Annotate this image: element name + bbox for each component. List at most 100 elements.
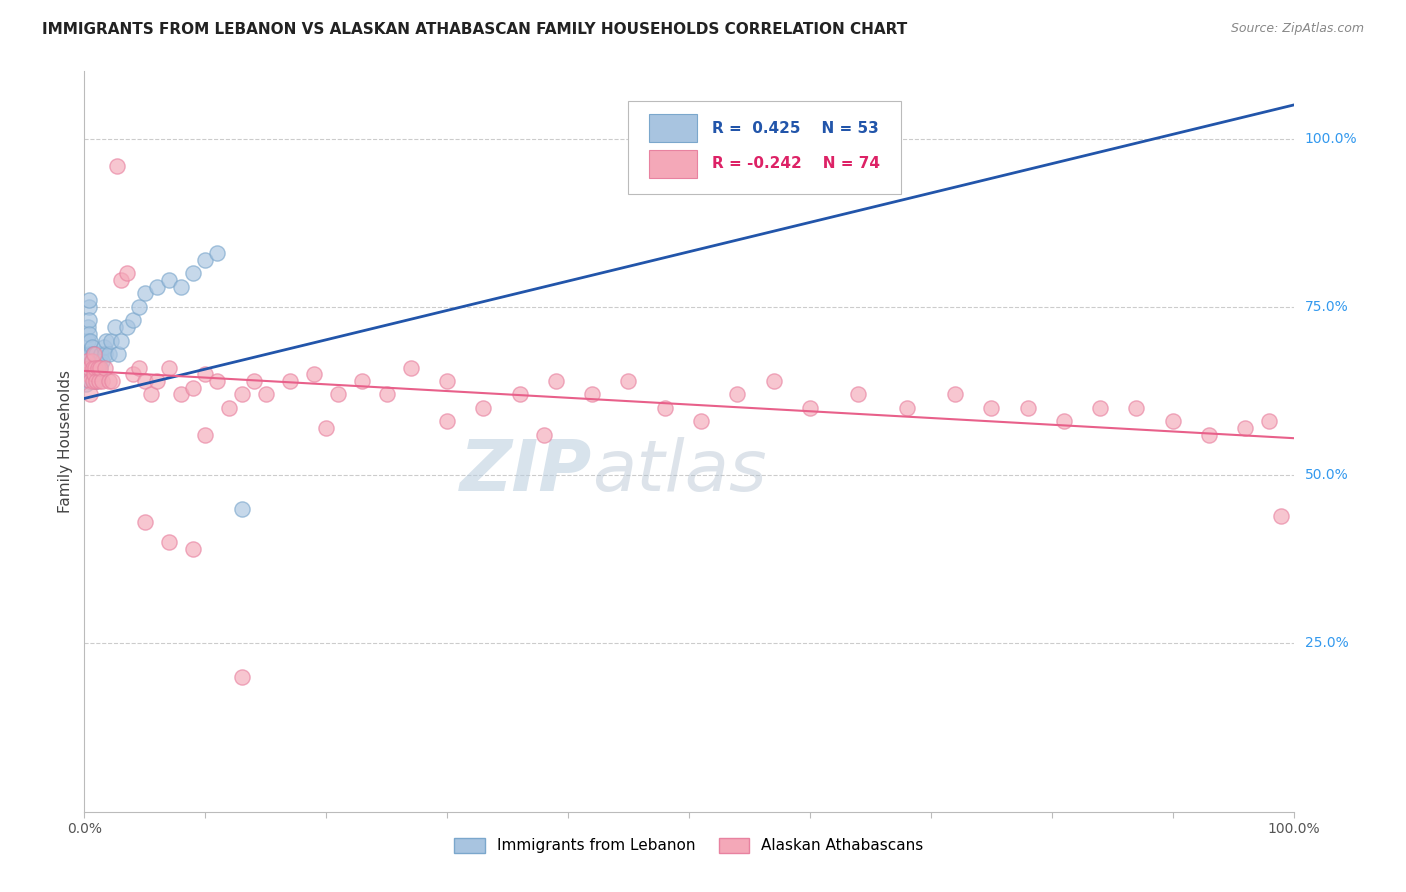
Point: [242, 374, 264, 388]
Point: [121, 313, 143, 327]
Point: [110, 273, 132, 287]
Point: [1017, 401, 1039, 415]
Point: [82, 374, 104, 388]
Point: [194, 427, 217, 442]
Text: ZIP: ZIP: [460, 437, 592, 506]
Point: [533, 427, 555, 442]
Point: [80, 353, 103, 368]
Point: [846, 387, 869, 401]
Point: [617, 374, 640, 388]
Point: [134, 286, 156, 301]
Point: [83, 374, 105, 388]
Point: [84, 360, 107, 375]
Legend: Immigrants from Lebanon, Alaskan Athabascans: Immigrants from Lebanon, Alaskan Athabas…: [449, 831, 929, 860]
Point: [77, 334, 100, 348]
Point: [762, 374, 785, 388]
Point: [93, 340, 115, 354]
Point: [115, 266, 138, 280]
Point: [79, 387, 101, 401]
Point: [375, 387, 398, 401]
Point: [115, 320, 138, 334]
Point: [194, 368, 217, 382]
Point: [90, 347, 112, 361]
Point: [231, 501, 253, 516]
Point: [87, 368, 110, 382]
Text: atlas: atlas: [592, 437, 766, 506]
Point: [87, 374, 110, 388]
Point: [1198, 427, 1220, 442]
Point: [544, 374, 567, 388]
Point: [101, 374, 124, 388]
Point: [94, 347, 117, 361]
Point: [146, 279, 169, 293]
Point: [181, 266, 204, 280]
Point: [89, 360, 111, 375]
Point: [128, 360, 150, 375]
Point: [302, 368, 325, 382]
Point: [77, 293, 100, 308]
Point: [80, 353, 103, 368]
Point: [436, 374, 458, 388]
Point: [79, 360, 101, 375]
Text: IMMIGRANTS FROM LEBANON VS ALASKAN ATHABASCAN FAMILY HOUSEHOLDS CORRELATION CHAR: IMMIGRANTS FROM LEBANON VS ALASKAN ATHAB…: [42, 22, 907, 37]
Point: [77, 320, 100, 334]
Point: [121, 368, 143, 382]
Point: [207, 374, 229, 388]
Point: [77, 368, 100, 382]
Point: [79, 374, 101, 388]
Point: [157, 273, 180, 287]
Point: [89, 360, 111, 375]
Point: [328, 387, 350, 401]
Point: [436, 414, 458, 428]
Point: [1258, 414, 1281, 428]
Point: [104, 320, 127, 334]
Point: [509, 387, 531, 401]
Point: [76, 353, 98, 368]
Point: [134, 374, 156, 388]
Point: [207, 246, 229, 260]
Point: [94, 360, 117, 375]
Point: [83, 347, 105, 361]
Point: [146, 374, 169, 388]
Point: [254, 387, 277, 401]
Point: [194, 252, 217, 267]
Point: [1125, 401, 1147, 415]
Point: [84, 360, 107, 375]
Point: [76, 353, 98, 368]
Point: [100, 334, 122, 348]
Y-axis label: Family Households: Family Households: [58, 370, 73, 513]
Point: [97, 347, 120, 361]
Point: [1088, 401, 1111, 415]
Point: [94, 334, 117, 348]
Text: 50.0%: 50.0%: [1305, 468, 1348, 483]
Point: [77, 313, 100, 327]
Point: [134, 516, 156, 530]
Point: [83, 368, 105, 382]
Point: [86, 360, 108, 375]
Point: [278, 374, 301, 388]
Point: [86, 374, 108, 388]
Point: [79, 334, 101, 348]
Point: [170, 279, 193, 293]
Point: [77, 326, 100, 341]
Point: [86, 360, 108, 375]
Point: [83, 347, 105, 361]
Point: [80, 340, 103, 354]
FancyBboxPatch shape: [650, 150, 697, 178]
Point: [75, 377, 97, 392]
Point: [82, 374, 104, 388]
Point: [105, 159, 128, 173]
Point: [218, 401, 240, 415]
Point: [181, 381, 204, 395]
Point: [980, 401, 1002, 415]
Point: [690, 414, 713, 428]
Point: [943, 387, 966, 401]
Point: [352, 374, 374, 388]
Point: [87, 353, 110, 368]
Point: [157, 535, 180, 549]
Point: [77, 347, 100, 361]
Point: [128, 300, 150, 314]
Point: [181, 542, 204, 557]
Point: [86, 347, 108, 361]
Point: [1270, 508, 1292, 523]
